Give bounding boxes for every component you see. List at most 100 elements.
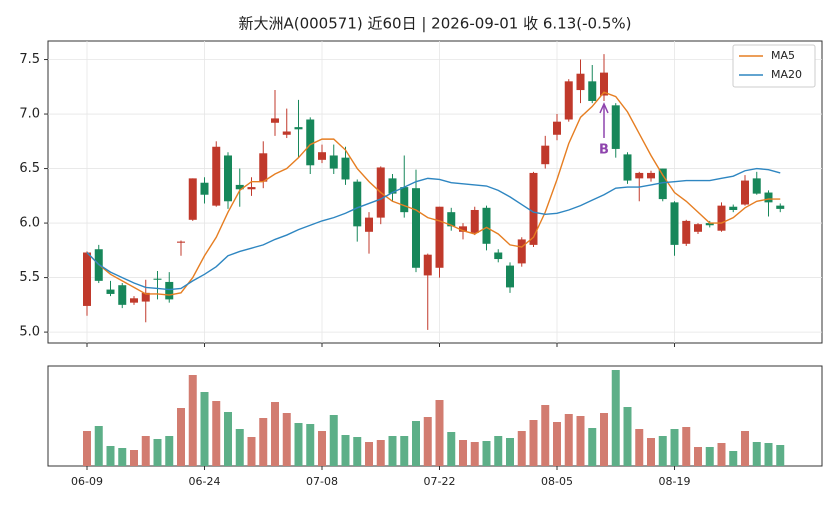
candle-body [717,205,726,231]
volume-bar [741,431,749,466]
volume-bar [94,426,103,466]
legend-label: MA5 [771,49,795,62]
candle-body [329,155,338,169]
candle-body [200,182,209,195]
volume-bar [83,431,91,466]
ma-line [86,167,781,291]
candle-body [282,131,291,135]
candle-body [647,172,655,179]
x-tick-label: 06-24 [189,475,221,488]
volume-bar [553,422,561,466]
volume-bar [670,429,679,466]
volume-bar [365,442,373,466]
volume-bar [341,435,350,466]
candle-body [165,281,174,300]
candle-body [423,254,432,276]
candle-body [365,217,373,232]
y-tick-label: 5.5 [19,270,40,285]
volume-bar [400,436,409,466]
candle-body [459,226,467,232]
volume-bar [729,451,738,466]
candle-body [106,289,115,294]
candle-body [435,206,444,268]
candle-body [670,202,679,245]
volume-bar [224,412,232,466]
volume-bar [576,416,585,466]
volume-bar [517,431,526,466]
candle-body [153,278,162,280]
volume-bar [506,438,514,466]
candle-body [341,157,350,180]
volume-bar [694,447,702,466]
candle-body [564,81,573,120]
volume-bar [118,448,127,466]
volume-bar [329,415,338,466]
candle-body [141,292,150,302]
candle-body [776,205,785,209]
x-tick-label: 06-09 [71,475,103,488]
y-tick-label: 6.0 [19,216,40,231]
volume-bar [564,414,573,466]
volume-bar [376,440,385,466]
volume-bar [529,420,538,466]
volume-bar [153,439,162,466]
candle-body [306,119,315,166]
volume-bar [764,443,773,466]
candle-body [658,168,667,200]
candle-body [447,212,456,227]
volume-bar [705,447,714,466]
candle-body [541,145,550,165]
candle-body [118,285,127,305]
candle-body [623,154,632,181]
candle-body [353,181,362,227]
candle-body [553,121,561,135]
candle-body [388,178,397,194]
volume-bar [447,432,456,466]
candle-body [741,180,749,205]
volume-bar [247,437,256,466]
candle-body [611,105,620,149]
candle-body [729,206,738,210]
candle-body [764,192,773,203]
x-tick-label: 08-19 [659,475,691,488]
volume-bar [459,440,467,466]
y-tick-label: 7.5 [19,52,40,67]
volume-bar [611,370,620,466]
volume-bar [271,402,279,466]
candle-body [318,152,326,160]
y-tick-label: 7.0 [19,107,40,122]
volume-bar [106,446,115,466]
x-tick-label: 07-22 [424,475,456,488]
volume-frame [47,365,823,467]
volume-bar [635,429,644,466]
volume-bar [435,400,444,466]
volume-bar [306,424,315,466]
candle-body [400,187,409,213]
volume-bar [470,442,479,466]
volume-bar [647,438,655,466]
candle-body [494,252,503,260]
volume-bar [294,423,303,466]
volume-bar [259,418,268,466]
y-tick-label: 5.0 [19,325,40,340]
candle-body [412,188,420,268]
volume-bar [412,421,420,466]
ma-line [86,91,781,296]
candle-body [635,172,644,179]
volume-bar [494,436,503,466]
candle-body [600,72,608,96]
volume-bar [200,392,209,466]
candle-body [588,81,597,101]
legend-label: MA20 [771,68,802,81]
candle-body [470,209,479,233]
volume-bar [353,437,362,466]
candle-body [705,223,714,226]
candle-body [83,252,91,306]
candle-body [235,184,244,190]
annotation-arrowhead [599,102,609,114]
volume-bar [776,445,785,466]
candle-body [188,178,197,220]
y-tick-label: 6.5 [19,161,40,176]
candle-body [294,127,303,130]
candle-body [506,265,514,288]
